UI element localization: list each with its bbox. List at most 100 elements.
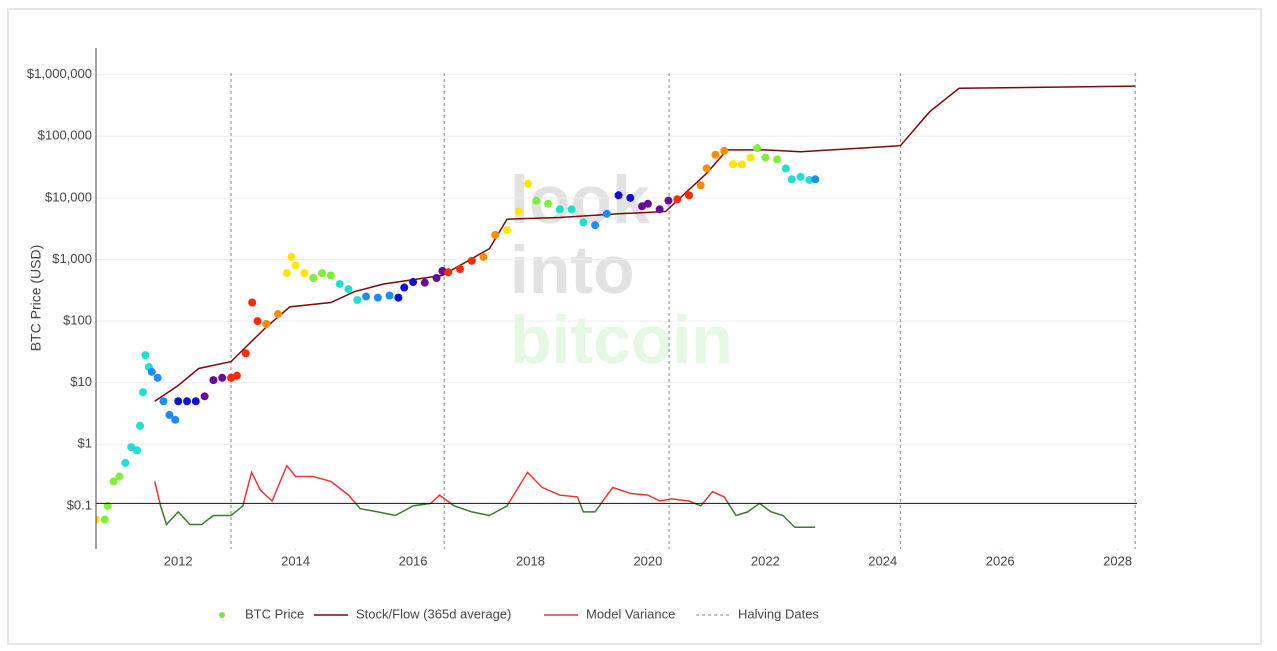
price-point <box>696 181 705 190</box>
watermark-text: bitcoin <box>510 302 733 378</box>
price-point <box>479 252 488 261</box>
price-point <box>753 144 762 153</box>
price-point <box>138 388 147 397</box>
price-point <box>300 269 309 278</box>
price-point <box>287 252 296 261</box>
y-tick-label: $100 <box>63 313 92 328</box>
price-point <box>773 155 782 164</box>
price-point <box>796 172 805 181</box>
x-tick-label: 2028 <box>1103 553 1132 568</box>
legend-label: Stock/Flow (365d average) <box>356 606 511 621</box>
price-point <box>318 269 327 278</box>
price-point <box>409 278 418 287</box>
price-point <box>241 349 250 358</box>
price-point <box>626 193 635 202</box>
price-point <box>673 195 682 204</box>
price-point <box>248 298 257 307</box>
price-point <box>643 199 652 208</box>
variance-line-above <box>153 464 761 504</box>
price-point <box>362 292 371 301</box>
price-point <box>729 160 738 169</box>
x-tick-label: 2018 <box>516 553 545 568</box>
price-point <box>467 256 476 265</box>
price-point <box>664 196 673 205</box>
price-point <box>127 443 136 452</box>
price-point <box>147 367 156 376</box>
price-point <box>183 397 192 406</box>
price-point <box>544 199 553 208</box>
x-tick-label: 2016 <box>399 553 428 568</box>
variance-line-below <box>159 503 816 529</box>
price-point <box>524 179 533 188</box>
price-point <box>702 164 711 173</box>
y-tick-label: $10 <box>70 374 92 389</box>
y-tick-label: $1,000,000 <box>27 66 92 81</box>
price-point <box>737 160 746 169</box>
price-point <box>165 410 174 419</box>
price-point <box>218 373 227 382</box>
price-point <box>282 269 291 278</box>
price-point <box>353 295 362 304</box>
price-point <box>232 371 241 380</box>
y-tick-label: $100,000 <box>38 128 92 143</box>
price-point <box>100 515 109 524</box>
price-point <box>655 205 664 214</box>
price-point <box>291 261 300 270</box>
price-point <box>373 293 382 302</box>
price-point <box>502 226 511 235</box>
price-point <box>159 397 168 406</box>
price-point <box>805 175 814 184</box>
price-point <box>200 392 209 401</box>
price-point <box>491 230 500 239</box>
frame <box>7 8 1262 645</box>
price-point <box>385 291 394 300</box>
price-point <box>209 376 218 385</box>
price-point <box>614 191 623 200</box>
price-point <box>711 150 720 159</box>
price-point <box>133 446 142 455</box>
price-point <box>96 515 100 524</box>
price-point <box>253 317 262 326</box>
legend-label: Model Variance <box>586 606 675 621</box>
price-point <box>514 207 523 216</box>
price-point <box>136 421 145 430</box>
price-point <box>191 397 200 406</box>
y-tick-label: $10,000 <box>45 189 92 204</box>
legend-label: Halving Dates <box>738 606 819 621</box>
price-point <box>274 310 283 319</box>
price-point <box>720 146 729 155</box>
price-point <box>781 164 790 173</box>
price-point <box>394 293 403 302</box>
x-tick-label: 2012 <box>164 553 193 568</box>
price-point <box>567 205 576 214</box>
price-point <box>103 501 112 510</box>
price-point <box>400 283 409 292</box>
price-point <box>115 472 124 481</box>
price-point <box>532 196 541 205</box>
price-point <box>602 209 611 218</box>
price-point <box>579 218 588 227</box>
price-point <box>432 273 441 282</box>
watermark-text: into <box>510 232 635 308</box>
price-point <box>555 205 564 214</box>
x-tick-label: 2022 <box>751 553 780 568</box>
y-tick-label: $0.1 <box>67 497 92 512</box>
price-point <box>787 175 796 184</box>
price-point <box>444 268 453 277</box>
y-axis-label: BTC Price (USD) <box>28 245 44 352</box>
price-point <box>309 273 318 282</box>
x-tick-label: 2024 <box>868 553 897 568</box>
price-point <box>262 319 271 328</box>
price-point <box>109 477 118 486</box>
plot-area <box>96 73 1137 549</box>
y-tick-label: $1 <box>78 436 92 451</box>
price-point <box>121 458 130 467</box>
legend-label: BTC Price <box>245 606 304 621</box>
price-point <box>761 153 770 162</box>
price-point <box>141 351 150 360</box>
x-tick-label: 2014 <box>281 553 310 568</box>
price-point <box>746 153 755 162</box>
price-point <box>153 373 162 382</box>
